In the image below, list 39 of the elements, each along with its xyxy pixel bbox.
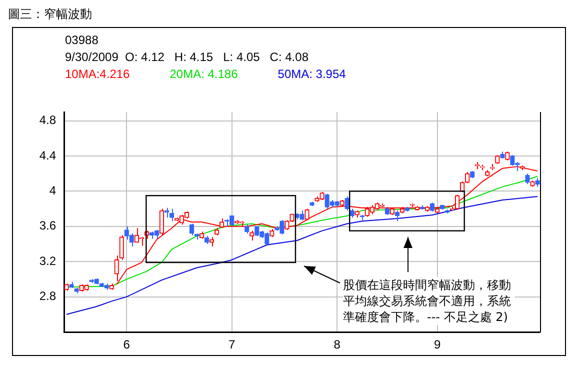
candlestick: [214, 228, 220, 236]
text: 20MA: 4.186: [170, 67, 238, 81]
x-tick-label: 6: [123, 338, 130, 352]
candlestick: [495, 154, 500, 164]
candlestick: [404, 206, 410, 212]
candlestick: [535, 178, 540, 188]
candlestick: [424, 206, 430, 212]
text: 03988: [65, 33, 98, 47]
text: 10MA:4.216: [65, 67, 130, 81]
x-tick-label: 8: [334, 338, 341, 352]
x-tick-label: 9: [434, 338, 441, 352]
y-tick-label: 3.2: [39, 254, 56, 268]
text: 9/30/2009 O: 4.12 H: 4.15 L: 4.05 C: 4.08: [65, 50, 308, 64]
chart-title: 圖三：窄幅波動: [8, 6, 92, 23]
y-tick-label: 2.8: [39, 289, 56, 304]
candlestick: [74, 288, 79, 294]
candlestick: [530, 180, 535, 188]
candlestick: [199, 231, 204, 240]
candlestick: [250, 230, 254, 241]
candlestick: [525, 173, 530, 185]
y-tick-label: 4: [49, 184, 56, 198]
candlestick: [390, 207, 395, 216]
candlestick: [204, 236, 210, 244]
candlestick: [354, 210, 360, 218]
candlestick: [169, 208, 174, 222]
y-tick-label: 4.4: [39, 148, 56, 162]
candlestick: [244, 224, 250, 234]
candlestick: [430, 202, 435, 212]
candlestick: [69, 281, 74, 288]
annotation: 股價在這段時間窄幅波動，移動平均線交易系統會不適用，系統準確度會下降。--- 不足之處 2): [343, 277, 515, 325]
x-tick-label: 7: [228, 338, 236, 352]
candlestick: [270, 228, 274, 238]
candlestick: [505, 151, 510, 161]
y-tick-label: 3.6: [39, 218, 56, 233]
candlestick: [470, 170, 475, 178]
candlestick: [414, 206, 420, 212]
text: 50MA: 3.954: [278, 67, 346, 81]
y-tick-label: 4.8: [39, 113, 56, 128]
candlestick: [384, 206, 390, 216]
